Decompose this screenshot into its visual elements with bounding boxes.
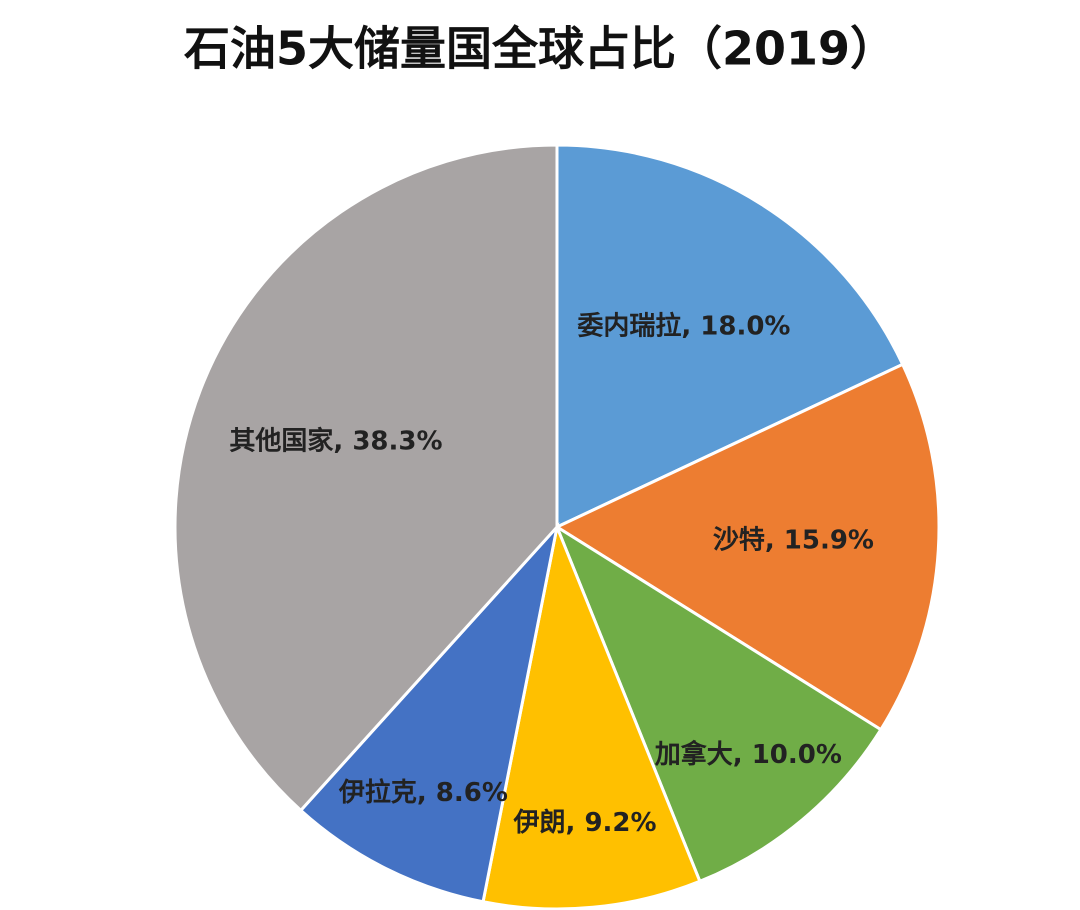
- data-label: 加拿大, 10.0%: [655, 739, 842, 770]
- pie-slice: [298, 521, 560, 904]
- pie-slice: [555, 143, 905, 530]
- pie-slice: [173, 143, 559, 813]
- chart-title: 石油5大储量国全球占比（2019）: [184, 22, 896, 76]
- data-label: 伊拉克, 8.6%: [338, 777, 508, 808]
- pie-slice: [553, 362, 941, 732]
- data-label: 伊朗, 9.2%: [513, 808, 657, 838]
- pie-slice: [553, 523, 883, 884]
- data-label: 沙特, 15.9%: [713, 525, 874, 556]
- data-label: 其他国家, 38.3%: [229, 425, 442, 456]
- data-label: 委内瑞拉, 18.0%: [577, 311, 790, 342]
- pie-slice: [481, 521, 702, 910]
